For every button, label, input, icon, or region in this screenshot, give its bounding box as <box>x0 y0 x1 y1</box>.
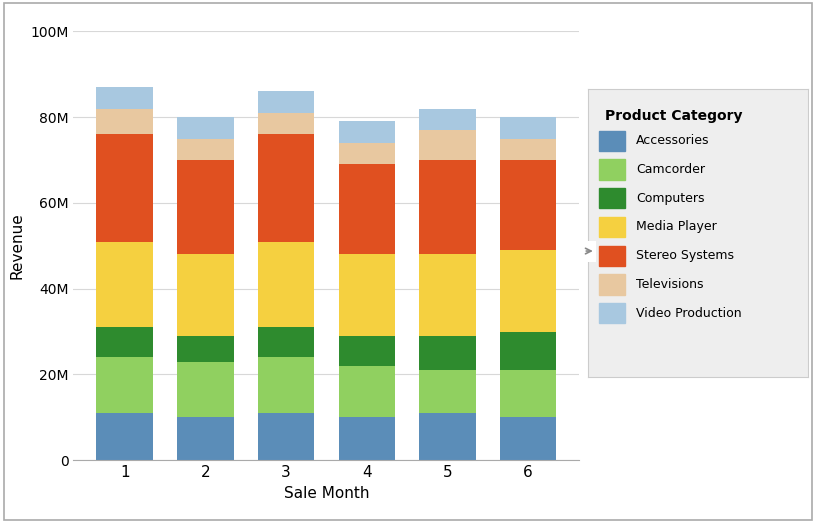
Text: Video Production: Video Production <box>636 307 742 320</box>
Bar <box>339 143 395 164</box>
Bar <box>96 87 153 109</box>
Text: Product Category: Product Category <box>605 109 743 123</box>
Bar <box>339 164 395 254</box>
Bar <box>500 117 557 139</box>
Bar <box>177 117 233 139</box>
Bar <box>500 139 557 160</box>
Bar <box>339 366 395 417</box>
Bar <box>598 303 625 323</box>
Bar <box>419 336 476 370</box>
Text: Camcorder: Camcorder <box>636 163 705 176</box>
Bar <box>177 254 233 336</box>
Bar <box>177 160 233 254</box>
Y-axis label: Revenue: Revenue <box>10 212 24 279</box>
Bar <box>419 160 476 254</box>
Bar <box>419 130 476 160</box>
Bar <box>419 254 476 336</box>
Bar <box>339 417 395 460</box>
Bar <box>177 336 233 361</box>
Bar <box>598 217 625 237</box>
Bar <box>598 246 625 266</box>
Bar <box>598 275 625 294</box>
Text: Televisions: Televisions <box>636 278 703 291</box>
Bar <box>258 357 314 413</box>
Text: Accessories: Accessories <box>636 134 709 147</box>
Bar <box>500 370 557 417</box>
Bar <box>419 413 476 460</box>
Bar <box>177 139 233 160</box>
Bar <box>258 134 314 242</box>
Bar <box>96 327 153 357</box>
Bar <box>177 361 233 417</box>
Bar <box>598 188 625 208</box>
Bar <box>96 242 153 327</box>
Bar <box>500 332 557 370</box>
Bar <box>258 413 314 460</box>
Bar <box>339 254 395 336</box>
Bar <box>598 131 625 151</box>
Bar <box>258 113 314 134</box>
Bar <box>258 92 314 113</box>
Bar <box>96 357 153 413</box>
Bar <box>96 413 153 460</box>
Bar <box>96 134 153 242</box>
Bar <box>419 370 476 413</box>
Bar <box>339 121 395 143</box>
Bar <box>419 109 476 130</box>
Bar <box>258 242 314 327</box>
Bar <box>598 160 625 179</box>
Bar <box>500 250 557 332</box>
X-axis label: Sale Month: Sale Month <box>284 486 369 501</box>
Bar <box>339 336 395 366</box>
Bar <box>258 327 314 357</box>
Text: Media Player: Media Player <box>636 221 716 233</box>
Text: Stereo Systems: Stereo Systems <box>636 249 734 262</box>
Bar <box>177 417 233 460</box>
Bar <box>500 417 557 460</box>
Text: Computers: Computers <box>636 192 704 204</box>
Bar <box>500 160 557 250</box>
Bar <box>96 109 153 134</box>
